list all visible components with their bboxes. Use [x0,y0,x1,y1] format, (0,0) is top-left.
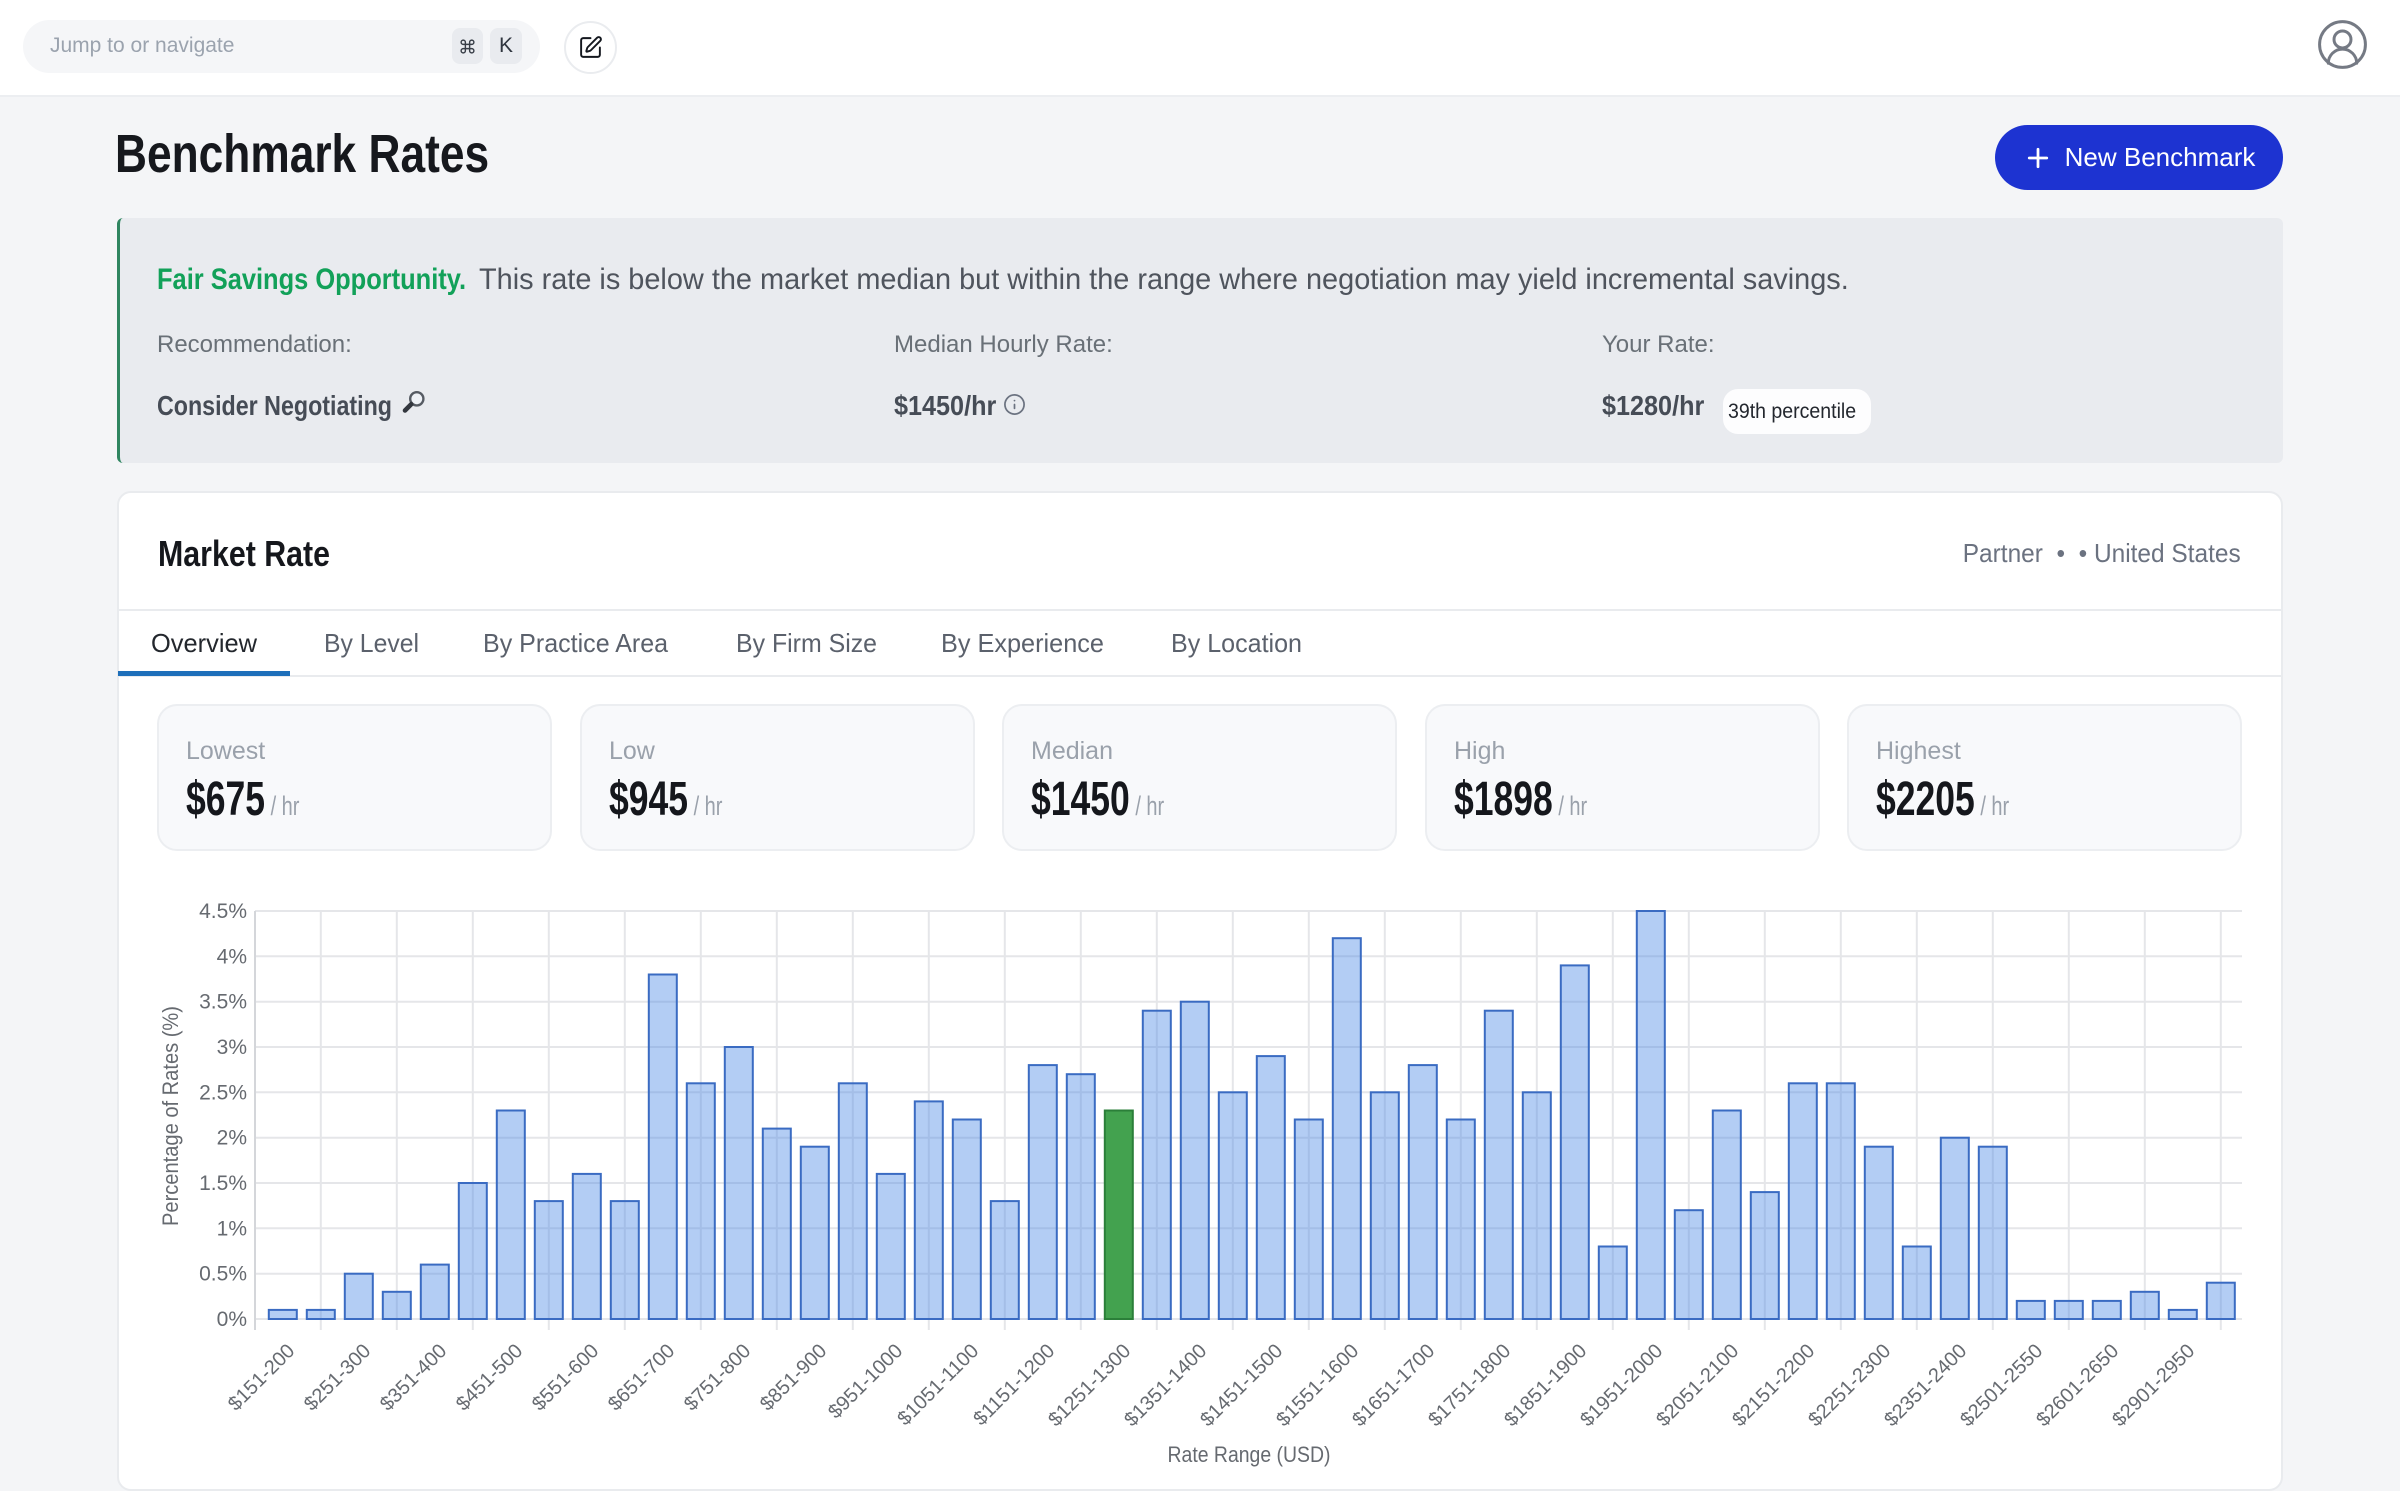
svg-text:1.5%: 1.5% [199,1172,247,1195]
svg-text:4.5%: 4.5% [199,900,247,923]
svg-text:4%: 4% [217,945,247,968]
svg-text:$751-800: $751-800 [680,1340,755,1415]
svg-text:$151-200: $151-200 [224,1340,299,1415]
svg-text:$951-1000: $951-1000 [824,1340,907,1423]
svg-text:$351-400: $351-400 [376,1340,451,1415]
svg-text:0.5%: 0.5% [199,1263,247,1286]
svg-text:3.5%: 3.5% [199,991,247,1014]
svg-text:2.5%: 2.5% [199,1081,247,1104]
svg-text:$651-700: $651-700 [604,1340,679,1415]
svg-text:$851-900: $851-900 [756,1340,831,1415]
svg-text:0%: 0% [217,1308,247,1331]
svg-text:Rate Range (USD): Rate Range (USD) [1168,1442,1331,1467]
svg-text:$251-300: $251-300 [300,1340,375,1415]
svg-text:2%: 2% [217,1127,247,1150]
svg-text:$2901-2950: $2901-2950 [2108,1340,2199,1431]
svg-text:$451-500: $451-500 [452,1340,527,1415]
svg-text:1%: 1% [217,1217,247,1240]
svg-text:3%: 3% [217,1036,247,1059]
svg-text:$1051-1100: $1051-1100 [893,1340,983,1430]
svg-text:Percentage of Rates (%): Percentage of Rates (%) [158,1006,183,1226]
svg-text:$551-600: $551-600 [528,1340,603,1415]
